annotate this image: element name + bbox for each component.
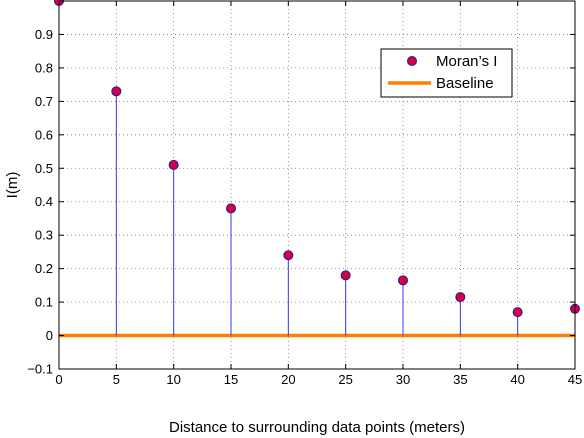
- legend: Moran’s I Baseline: [380, 48, 513, 98]
- stem-marker: [455, 292, 466, 303]
- x-tick-label: 10: [166, 372, 180, 387]
- x-tick-label: 15: [224, 372, 238, 387]
- stem-marker: [512, 307, 523, 318]
- y-tick-label: −0.1: [27, 362, 53, 377]
- legend-box: [380, 48, 513, 98]
- x-tick-label: 20: [281, 372, 295, 387]
- x-tick-label: 25: [338, 372, 352, 387]
- stem-marker: [283, 250, 294, 261]
- y-tick-label: 0.2: [35, 261, 53, 276]
- y-tick-label: 0.5: [35, 161, 53, 176]
- x-tick-label: 0: [55, 372, 62, 387]
- y-tick-label: 0.7: [35, 94, 53, 109]
- y-tick-label: 0.4: [35, 194, 53, 209]
- legend-marker-morans-i: [407, 56, 417, 66]
- y-axis-label: I(m): [4, 172, 21, 199]
- plot-frame: [58, 0, 576, 370]
- stem-marker: [340, 270, 351, 281]
- x-tick-label: 35: [453, 372, 467, 387]
- stem-marker: [168, 159, 179, 170]
- tick-labels: 0 5 10 15 20 25 30 35 40 45−0.100.10.20.30.40.50.…: [27, 27, 582, 387]
- axis-ticks: [58, 1, 576, 370]
- y-tick-label: 0.9: [35, 27, 53, 42]
- y-tick-label: 0.6: [35, 127, 53, 142]
- legend-label-baseline: Baseline: [436, 75, 494, 92]
- y-tick-label: 0: [46, 328, 53, 343]
- x-tick-label: 40: [510, 372, 524, 387]
- y-tick-label: 0.8: [35, 60, 53, 75]
- stem-marker: [226, 203, 236, 214]
- legend-label-morans-i: Moran’s I: [436, 53, 497, 70]
- stem-marker: [111, 86, 122, 97]
- y-tick-label: 0.1: [35, 295, 53, 310]
- y-tick-label: 0.3: [35, 228, 53, 243]
- stem-marker: [398, 275, 408, 286]
- x-tick-label: 30: [396, 372, 410, 387]
- x-tick-label: 5: [113, 372, 120, 387]
- x-axis-label: Distance to surrounding data points (met…: [169, 419, 465, 436]
- x-tick-label: 45: [568, 372, 582, 387]
